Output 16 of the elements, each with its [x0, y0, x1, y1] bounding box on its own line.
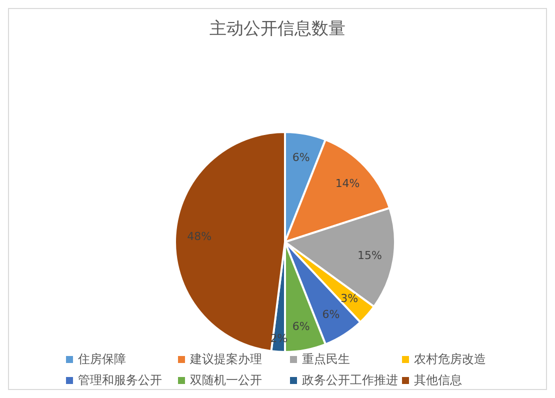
legend-label: 其他信息 — [414, 372, 462, 389]
data-label: 15% — [358, 248, 382, 262]
legend-label: 政务公开工作推进 — [302, 372, 398, 389]
data-label: 3% — [340, 292, 358, 306]
legend-label: 重点民生 — [302, 351, 350, 368]
data-label: 6% — [292, 320, 310, 333]
legend-label: 住房保障 — [78, 351, 126, 368]
data-label: 48% — [187, 230, 212, 244]
legend-label: 建议提案办理 — [190, 351, 262, 368]
data-label: 14% — [335, 176, 360, 190]
legend-label: 管理和服务公开 — [78, 372, 162, 389]
data-label: 6% — [292, 151, 310, 164]
chart-title: 主动公开信息数量 — [208, 18, 346, 40]
data-label: 6% — [322, 308, 340, 321]
legend-label: 农村危房改造 — [414, 351, 486, 368]
legend-label: 双随机一公开 — [190, 372, 262, 389]
